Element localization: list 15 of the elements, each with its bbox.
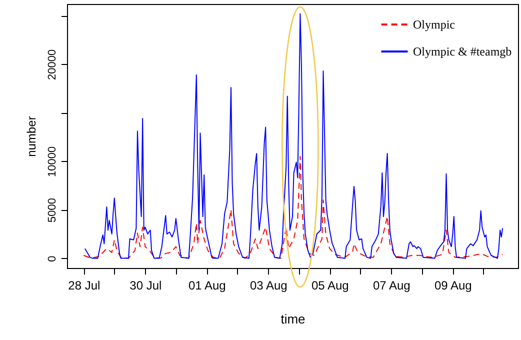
x-tick-label: 01 Aug xyxy=(188,278,226,292)
x-tick-label: 07 Aug xyxy=(372,278,410,292)
legend-label: Olympic xyxy=(413,18,455,32)
legend-label: Olympic & #teamgb xyxy=(413,44,512,58)
y-tick-label: 10000 xyxy=(46,146,58,178)
x-tick-label: 28 Jul xyxy=(68,278,100,292)
x-tick-label: 05 Aug xyxy=(311,278,349,292)
x-tick-label: 30 Jul xyxy=(130,278,162,292)
y-tick-label: 20000 xyxy=(46,49,58,80)
y-tick-label: 0 xyxy=(46,256,58,262)
x-tick-label: 09 Aug xyxy=(434,278,472,292)
x-axis-title: time xyxy=(280,312,306,326)
x-tick-label: 03 Aug xyxy=(250,278,288,292)
y-tick-label: 5000 xyxy=(46,198,58,223)
y-axis-title: number xyxy=(24,116,38,157)
